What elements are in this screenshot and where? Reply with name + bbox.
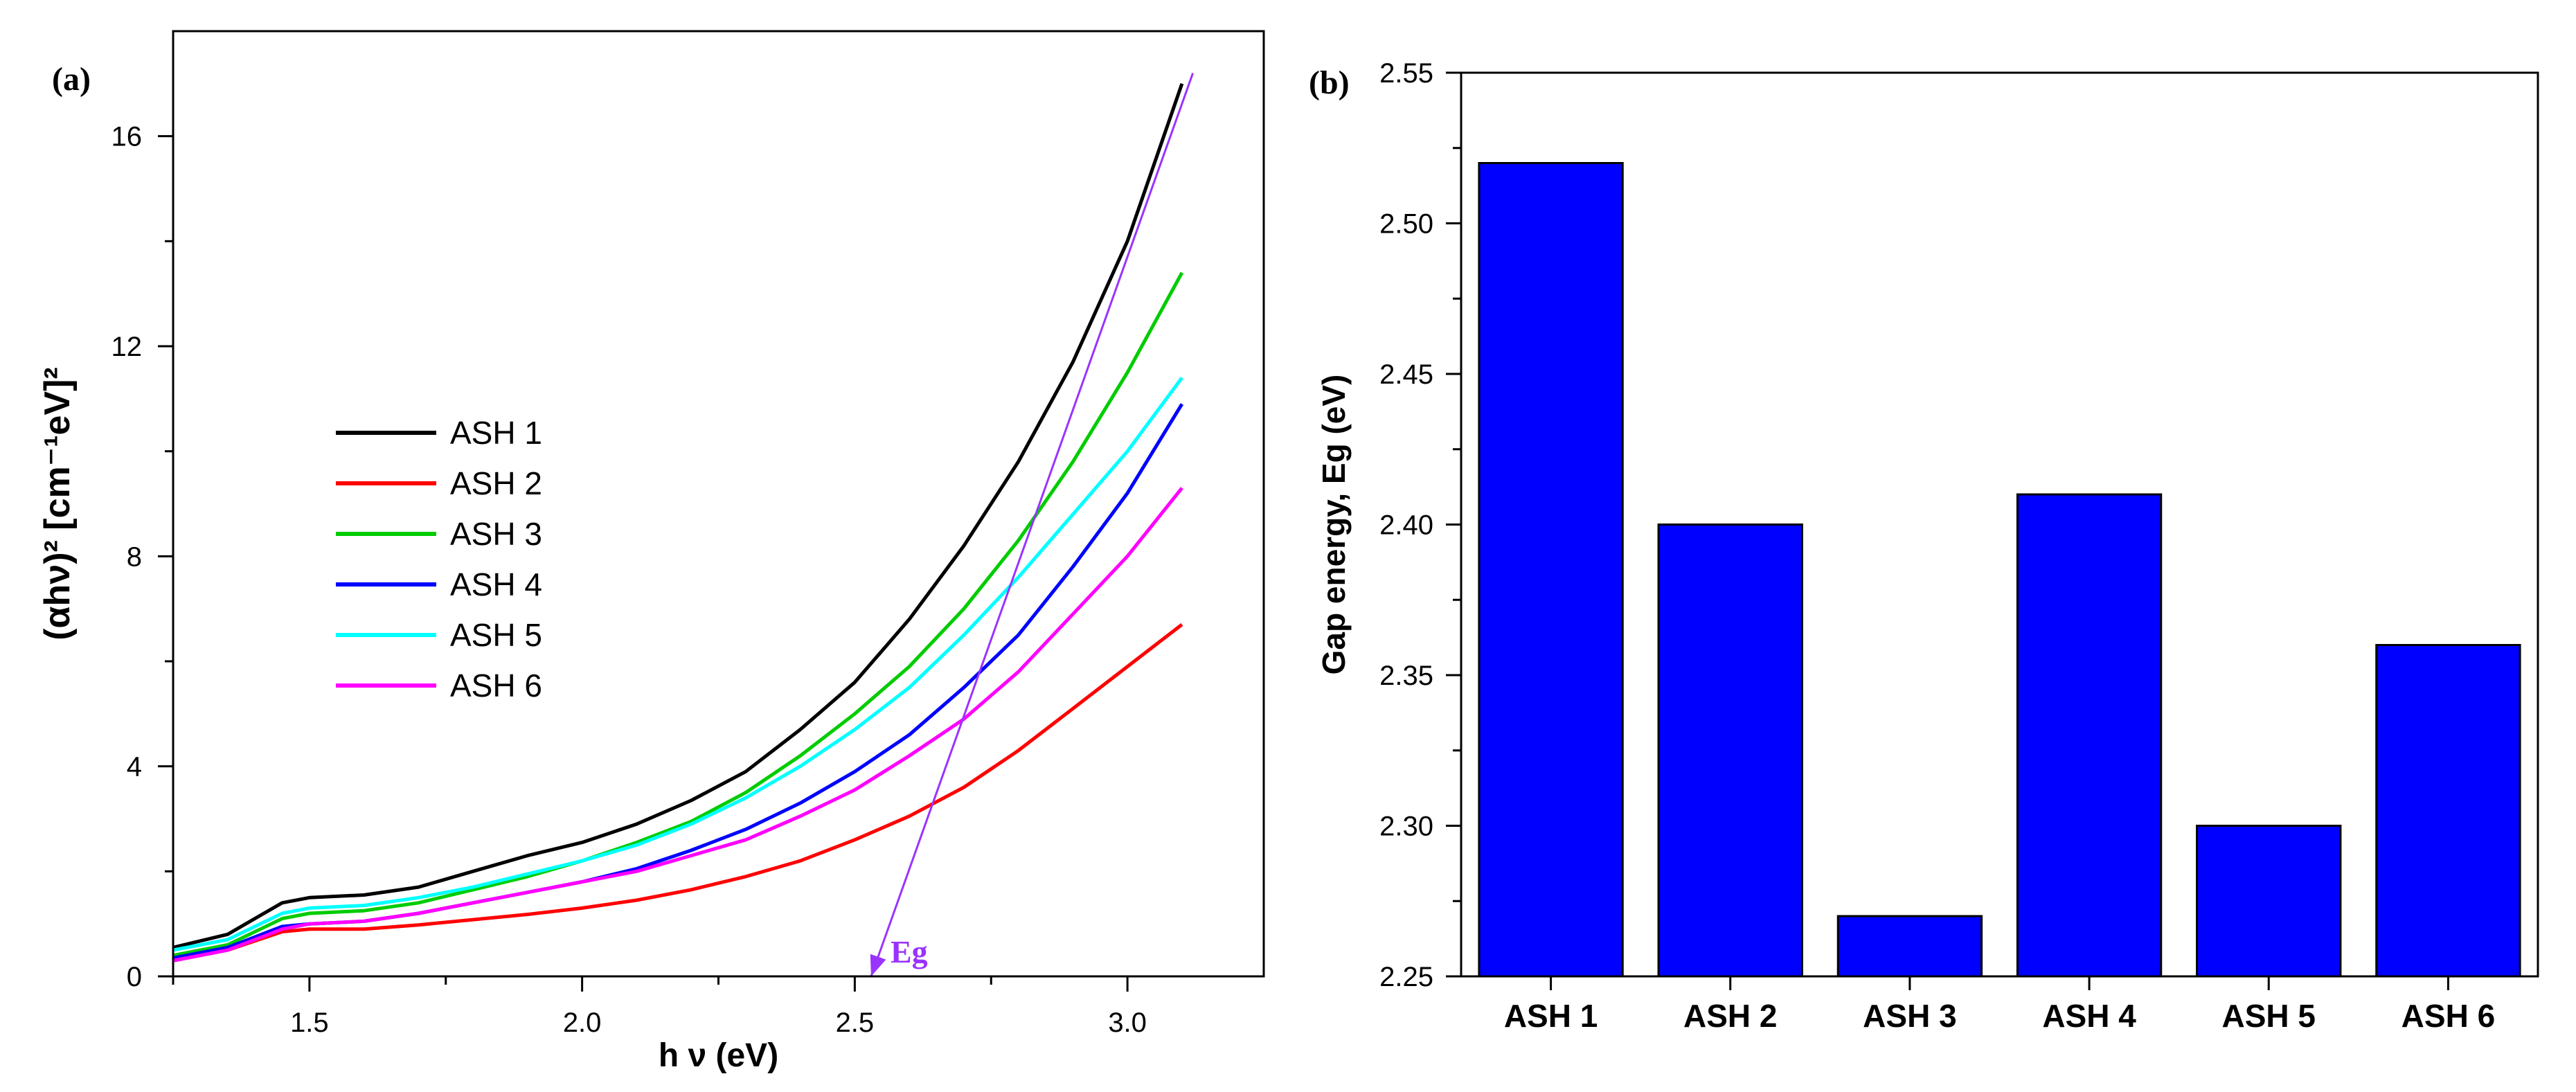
bar-ash-6 [2375,644,2521,978]
axes-frame [172,30,1265,978]
x-tick-label: ASH 3 [1863,998,1956,1034]
series-line-ash-2 [172,623,1183,963]
y-axis-title: Gap energy, Eg (eV) [1316,375,1352,675]
series-line-ash-4 [172,403,1184,960]
y-tick-label: 2.40 [1379,510,1433,541]
x-tick-label: ASH 6 [2401,998,2495,1034]
x-tick-label: 2.5 [836,1008,875,1038]
eg-annotation-label: Eg [891,934,928,969]
y-tick-label: 2.35 [1379,661,1433,691]
eg-arrow-head [870,954,886,976]
y-tick-label: 2.50 [1379,209,1433,240]
panel-label-a: (a) [52,61,91,98]
x-tick-label: 2.0 [563,1008,602,1038]
legend-label-ash-5: ASH 5 [450,617,542,653]
bar-ash-1 [1478,162,1624,978]
y-tick-label: 12 [111,332,143,362]
bar-ash-4 [2016,493,2163,978]
legend-label-ash-6: ASH 6 [450,668,542,704]
y-axis-title: (αhν)² [cm⁻¹eV]² [37,367,78,641]
y-tick-label: 2.45 [1379,359,1433,390]
y-tick-label: 0 [127,962,142,992]
y-tick-label: 4 [127,752,142,782]
legend-label-ash-3: ASH 3 [450,516,542,552]
panel-a-line-chart: (a) Eg 1.5 2.0 2.5 3.0 0 4 8 12 16 h ν (eV) (αhν)² [… [37,30,1265,1074]
series-line-ash-1 [172,82,1184,949]
bar-ash-3 [1836,915,1983,978]
eg-arrow-line [870,73,1195,977]
panel-b-bar-chart: (b) 2.25 2.30 2.35 2.40 2.45 2.50 2.55 ASH 1 ASH … [1309,58,2539,1034]
legend-label-ash-4: ASH 4 [450,566,542,602]
y-tick-label: 2.55 [1379,58,1433,89]
legend-label-ash-1: ASH 1 [450,415,542,451]
y-tick-label: 2.30 [1379,812,1433,842]
series-line-ash-6 [172,487,1183,963]
y-tick-label: 16 [111,122,143,152]
series-line-ash-5 [172,377,1183,952]
legend-label-ash-2: ASH 2 [450,465,542,501]
x-tick-label: ASH 4 [2042,998,2136,1034]
x-tick-label: ASH 2 [1683,998,1777,1034]
x-tick-label: 1.5 [290,1008,329,1038]
x-tick-label: ASH 5 [2222,998,2316,1034]
panel-label-b: (b) [1309,64,1350,101]
x-tick-label: 3.0 [1108,1008,1147,1038]
x-axis-title: h ν (eV) [659,1037,778,1074]
x-tick-label: ASH 1 [1504,998,1598,1034]
y-tick-label: 8 [127,541,142,572]
series-line-ash-3 [172,271,1184,958]
bar-ash-2 [1657,523,1803,978]
bar-ash-5 [2196,825,2342,978]
y-tick-label: 2.25 [1379,962,1433,992]
